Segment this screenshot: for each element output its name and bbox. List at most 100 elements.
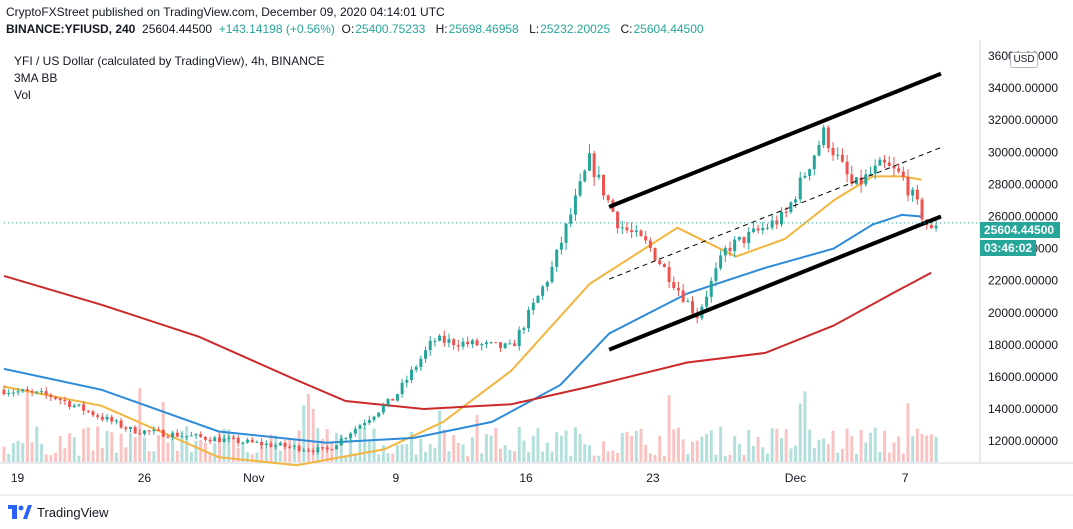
candle-body bbox=[742, 236, 746, 244]
volume-bar bbox=[840, 448, 844, 462]
volume-bar bbox=[171, 436, 175, 462]
y-tick-label: 14000.00000 bbox=[988, 402, 1058, 416]
volume-bar bbox=[438, 410, 442, 462]
candle-body bbox=[25, 389, 29, 392]
candle-body bbox=[114, 420, 118, 422]
candle-body bbox=[555, 249, 559, 267]
candle-body bbox=[840, 154, 844, 162]
volume-bar bbox=[751, 445, 755, 462]
candle-body bbox=[143, 430, 147, 434]
symbol-info: BINANCE:YFIUSD, 240 bbox=[6, 22, 136, 36]
candle-body bbox=[794, 199, 798, 203]
volume-bar bbox=[424, 451, 428, 462]
volume-bar bbox=[742, 454, 746, 462]
volume-bar bbox=[82, 428, 86, 462]
candle-body bbox=[789, 202, 793, 213]
tradingview-brand: TradingView bbox=[37, 504, 109, 520]
candle-body bbox=[185, 435, 189, 437]
volume-bar bbox=[246, 452, 250, 462]
candle-body bbox=[901, 171, 905, 177]
candle-body bbox=[419, 358, 423, 368]
volume-bar bbox=[96, 426, 100, 462]
x-tick-label: 23 bbox=[646, 471, 660, 485]
candle-body bbox=[456, 345, 460, 347]
volume-bar bbox=[817, 439, 821, 462]
volume-bar bbox=[283, 439, 287, 462]
close-label: C: bbox=[620, 22, 633, 36]
candle-body bbox=[119, 420, 123, 428]
candle-body bbox=[873, 165, 877, 174]
volume-bar bbox=[11, 443, 15, 462]
volume-bar bbox=[887, 452, 891, 462]
candle-body bbox=[461, 341, 465, 347]
candle-body bbox=[428, 340, 432, 351]
volume-bar bbox=[409, 431, 413, 462]
candle-body bbox=[770, 220, 774, 228]
volume-bar bbox=[68, 433, 72, 462]
candle-body bbox=[784, 211, 788, 213]
channel-upper-line bbox=[608, 71, 942, 209]
volume-bar bbox=[452, 434, 456, 462]
volume-bar bbox=[681, 439, 685, 462]
candle-body bbox=[864, 174, 868, 185]
candle-body bbox=[850, 174, 854, 184]
volume-bar bbox=[536, 427, 540, 462]
candle-body bbox=[498, 342, 502, 348]
volume-bar bbox=[166, 442, 170, 462]
volume-bar bbox=[367, 439, 371, 462]
candle-body bbox=[274, 445, 278, 447]
volume-bar bbox=[733, 435, 737, 462]
volume-bar bbox=[920, 433, 924, 462]
y-tick-label: 12000.00000 bbox=[988, 434, 1058, 448]
volume-bar bbox=[667, 395, 671, 462]
candle-body bbox=[63, 399, 67, 401]
candle-body bbox=[705, 296, 709, 307]
volume-bar bbox=[203, 442, 207, 462]
candle-body bbox=[747, 231, 751, 244]
candle-body bbox=[751, 228, 755, 232]
candle-body bbox=[634, 230, 638, 233]
candle-body bbox=[648, 240, 652, 248]
legend-volume[interactable]: Vol bbox=[14, 88, 31, 102]
candle-body bbox=[288, 446, 292, 448]
volume-bar bbox=[180, 430, 184, 462]
candle-body bbox=[91, 411, 95, 416]
volume-bar bbox=[217, 431, 221, 462]
volume-bar bbox=[634, 430, 638, 462]
candle-body bbox=[68, 400, 72, 408]
candle-body bbox=[658, 260, 662, 265]
volume-bar bbox=[892, 442, 896, 462]
candle-body bbox=[349, 433, 353, 438]
currency-badge[interactable]: USD bbox=[1010, 52, 1038, 68]
volume-bar bbox=[606, 451, 610, 462]
volume-bar bbox=[564, 430, 568, 462]
candle-body bbox=[306, 450, 310, 452]
volume-bar bbox=[915, 428, 919, 462]
candle-body bbox=[339, 438, 343, 446]
volume-bar bbox=[288, 438, 292, 462]
candle-body bbox=[484, 342, 488, 345]
candle-body bbox=[452, 339, 456, 346]
volume-bar bbox=[541, 451, 545, 462]
volume-bar bbox=[625, 431, 629, 462]
volume-bar bbox=[302, 405, 306, 462]
candle-body bbox=[573, 195, 577, 215]
volume-bar bbox=[616, 452, 620, 462]
candle-body bbox=[489, 342, 493, 344]
volume-bar bbox=[761, 447, 765, 462]
candle-body bbox=[2, 389, 6, 395]
candle-body bbox=[527, 310, 531, 329]
volume-bar bbox=[784, 429, 788, 462]
candle-body bbox=[217, 437, 221, 443]
candle-body bbox=[96, 415, 100, 417]
legend-indicator[interactable]: 3MA BB bbox=[14, 71, 58, 85]
candle-body bbox=[630, 230, 634, 233]
candle-body bbox=[133, 427, 137, 434]
volume-bar bbox=[808, 429, 812, 462]
close-value: 25604.44500 bbox=[633, 22, 704, 36]
candle-body bbox=[110, 416, 114, 422]
volume-bar bbox=[35, 426, 39, 462]
volume-bar bbox=[442, 429, 446, 462]
volume-bar bbox=[236, 447, 240, 462]
